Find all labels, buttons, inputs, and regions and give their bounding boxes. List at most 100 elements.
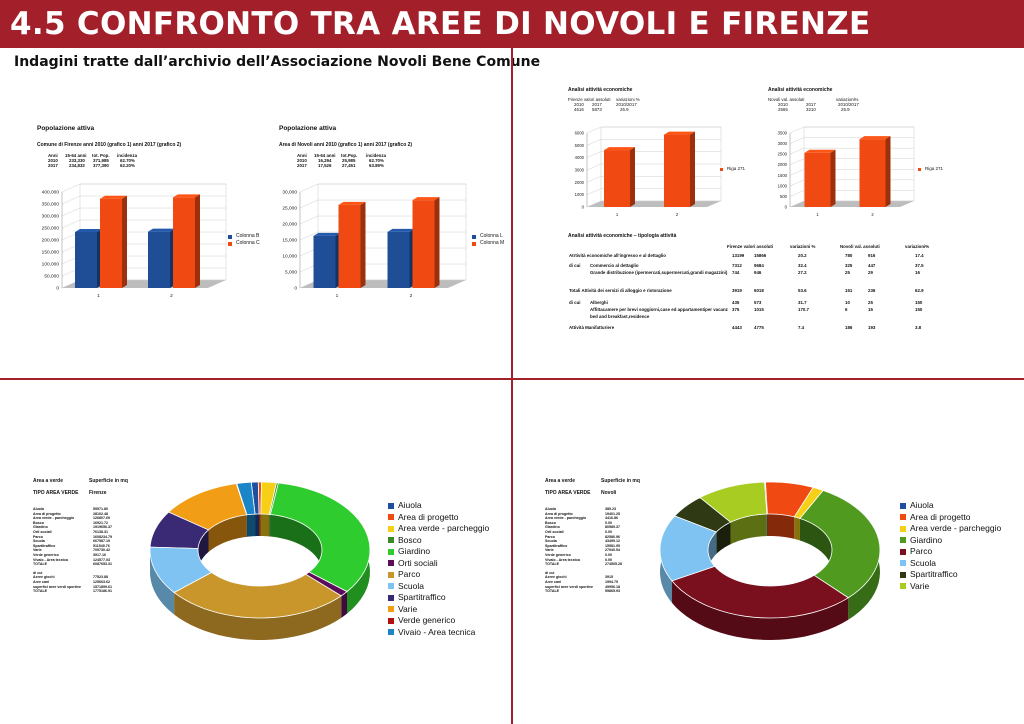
x-tick-label: 2 <box>871 212 874 217</box>
econ-cell: 916 <box>868 253 876 258</box>
slice-top <box>149 546 213 593</box>
slice-top <box>699 481 768 523</box>
legend-swatch <box>472 241 476 246</box>
y-tick-label: 2000 <box>575 180 585 185</box>
pop-novoli-chart: 0 5,000 10,000 15,000 20,000 25,000 30,000 1 2 <box>282 183 467 299</box>
gridline <box>586 188 602 195</box>
y-tick-label: 400,000 <box>42 190 60 196</box>
econ-novoli-chart: 0 500 1000 1500 2000 2500 3000 3500 1 2 <box>778 126 915 217</box>
th: tot.Pop. <box>341 153 358 158</box>
verde-firenze-pie <box>149 481 371 640</box>
econ-cell: 27.2 <box>798 270 807 275</box>
legend-swatch <box>228 234 232 239</box>
sub-header: variazioni% <box>836 97 859 102</box>
slice-inner-wall <box>730 514 767 545</box>
legend-swatch <box>900 514 906 521</box>
econ-cell: 13199 <box>732 253 745 258</box>
y-tick-label: 1500 <box>778 173 788 178</box>
econ-row-label: Totali Attività dei servizi di alloggio … <box>569 288 672 293</box>
table-label: Aeree giochi <box>545 575 567 580</box>
econ-cell: 29 <box>868 270 873 275</box>
legend-label: Spartitraffico <box>398 592 446 602</box>
table-label: Aiuola <box>545 507 556 511</box>
bar <box>148 228 175 288</box>
verde-firenze-legend: Aiuola Area di progetto Area verde - parch… <box>388 500 489 638</box>
gridline <box>789 190 805 197</box>
legend-label: Vivaio - Area tecnica <box>398 626 476 637</box>
table-label: Area di progetto <box>545 511 573 516</box>
verde-novoli-pie <box>659 481 881 640</box>
legend-swatch <box>918 167 921 171</box>
legend-label: Area di progetto <box>398 511 459 522</box>
econ-firenze-legend: Riga 271 <box>720 166 745 172</box>
econ-row-label: Grande distribuzione (ipermercati,superm… <box>590 270 728 275</box>
econ-cell: 7312 <box>732 263 742 268</box>
table-label: Area di progetto <box>33 511 61 516</box>
table-value: 0.00 <box>605 557 612 562</box>
table-value: 0.00 <box>605 530 612 534</box>
legend-label: Area verde - parcheggio <box>910 523 1002 533</box>
table-label: Giardino <box>33 525 48 530</box>
legend-swatch <box>900 571 906 578</box>
bar-top <box>338 201 366 205</box>
legend-swatch <box>900 560 906 567</box>
legend-item: Vivaio - Area tecnica <box>388 627 489 639</box>
econ-cell: 7.4 <box>798 325 805 330</box>
y-tick-label: 6000 <box>575 131 585 136</box>
econ-novoli-legend: Riga 271 <box>918 166 943 172</box>
table-label: Bosco <box>545 520 556 525</box>
table-label: Varie <box>33 548 42 553</box>
bar-side <box>122 195 127 288</box>
gridline <box>586 139 602 146</box>
econ-cell: 744 <box>732 270 740 275</box>
slice-inner-wall <box>255 514 260 537</box>
table-value: 28102.48 <box>93 511 108 516</box>
bar-top <box>664 131 695 135</box>
table-label: superfici aree verdi sportive <box>33 584 81 589</box>
table-value: 15581.95 <box>605 543 620 548</box>
table-label: Aree cani <box>33 580 50 584</box>
gridline <box>299 231 319 241</box>
table-label: TOTALE <box>33 562 48 567</box>
y-tick-label: 50,000 <box>44 274 59 280</box>
sub-header: variazioni % <box>616 97 640 102</box>
y-tick-label: 0 <box>56 286 59 292</box>
x-tick-label: 2 <box>170 293 173 299</box>
legend-swatch <box>388 502 394 509</box>
econ-cell: 4775 <box>754 325 764 330</box>
sub-val: 3210 <box>806 107 816 113</box>
pop-firenze-table: Anni 15-64 anni tot. Pop. incidenza 2010 233… <box>48 153 137 169</box>
sub-col: 2010/2017 <box>838 102 859 108</box>
page-subtitle: Indagini tratte dall’archivio dell’Assoc… <box>14 54 541 70</box>
y-tick-label: 15,000 <box>282 238 297 244</box>
cell: 16,294 <box>318 158 332 164</box>
th: Anni <box>48 153 58 158</box>
gridline <box>586 200 602 208</box>
econ-firenze-heading: Analisi attività economiche <box>568 87 633 93</box>
pop-novoli-table: Anni 15-64 anni tot.Pop. incidenza 2010 16,2… <box>297 153 386 169</box>
table-value: 49956.18 <box>605 584 620 589</box>
gridline <box>789 169 805 176</box>
econ-cell: 447 <box>868 263 876 268</box>
table-value: 1571899.61 <box>93 584 112 589</box>
econ-cell: 53.6 <box>798 288 807 293</box>
econ-table-heading: Analisi attività economiche – tipologia … <box>568 233 677 239</box>
legend-item: Giardino <box>900 535 1001 547</box>
slice-top <box>659 515 718 582</box>
legend-item: Spartitraffico <box>388 592 489 604</box>
legend-label: Riga 271 <box>925 166 944 171</box>
econ-cell: 25 <box>868 300 873 305</box>
slice-inner-wall <box>246 514 256 537</box>
table-value: 16921.72 <box>93 520 108 525</box>
legend-label: Parco <box>910 546 933 556</box>
sub-val: 25.9 <box>841 107 850 113</box>
econ-cell: 16 <box>915 270 920 275</box>
table-label: Scuola <box>545 539 557 544</box>
table-value: Firenze <box>89 490 107 496</box>
cell: 233,330 <box>69 158 85 164</box>
bar-top <box>387 228 415 232</box>
econ-cell: 236 <box>868 288 876 293</box>
table-value: 55865.93 <box>605 589 620 594</box>
table-value: 125663.62 <box>93 580 110 584</box>
bar-front <box>148 231 170 288</box>
